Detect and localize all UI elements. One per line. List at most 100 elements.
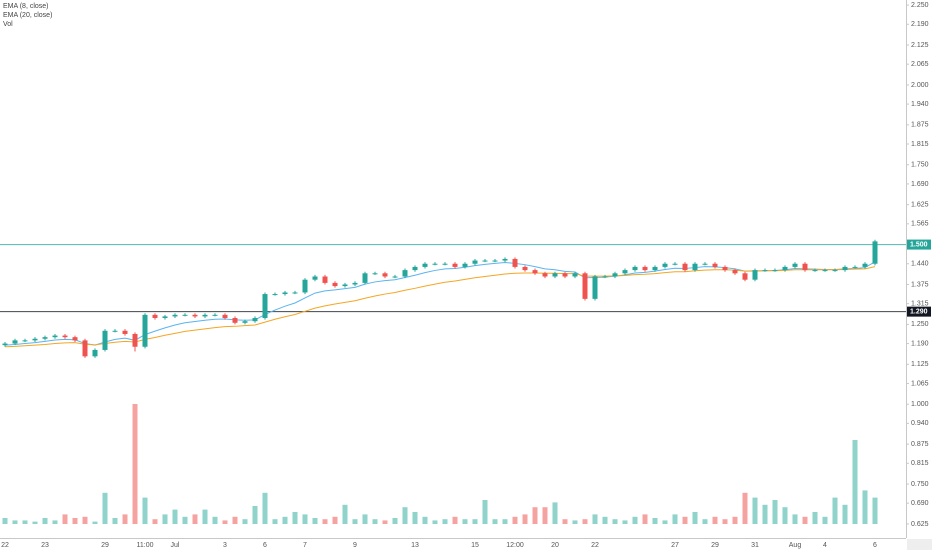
volume-bar [702,519,708,524]
candle-body [582,273,588,299]
volume-bar [482,500,488,524]
y-tick-label: 1.125 [911,361,929,368]
candle-body [2,343,8,346]
candle-body [82,340,88,357]
y-tick-label: 1.875 [911,122,929,129]
volume-bar [362,514,368,524]
volume-bar [392,518,398,524]
candle-body [432,263,438,265]
volume-bar [842,504,848,524]
volume-bar [352,519,358,524]
y-tick-label: 0.690 [911,500,929,507]
volume-bar [182,516,188,524]
candle-body [612,273,618,277]
volume-bar [802,516,808,524]
y-tick-label: 1.000 [911,401,929,408]
candle-body [462,263,468,267]
x-tick-label: 31 [751,542,759,549]
candle-body [12,340,18,344]
volume-bar [292,512,298,524]
volume-bar [152,519,158,524]
candle-body [632,266,638,271]
candle-body [452,263,458,267]
y-tick-label: 0.875 [911,441,929,448]
volume-bar [202,509,208,524]
candle-body [412,266,418,271]
volume-bar [212,516,218,524]
candle-body [22,340,28,342]
x-tick-label: 29 [101,542,109,549]
volume-bar [612,519,618,524]
candle-body [692,263,698,271]
candle-body [92,349,98,357]
price-label: 1.290 [910,308,928,315]
volume-bar [662,520,668,524]
candle-body [372,273,378,275]
volume-bar [312,518,318,524]
candle-body [202,314,208,317]
candle-body [752,270,758,280]
candle-body [592,276,598,299]
candle-body [732,270,738,274]
candle-body [262,294,268,319]
volume-bar [822,516,828,524]
x-tick-label: 15 [471,542,479,549]
volume-bar [832,497,838,524]
candle-body [42,337,48,339]
candle-body [332,282,338,287]
candle-body [32,338,38,341]
y-tick-label: 0.815 [911,460,929,467]
candle-body [312,276,318,280]
y-tick-label: 1.190 [911,340,929,347]
candle-body [842,266,848,271]
y-tick-label: 1.250 [911,321,929,328]
volume-bar [642,514,648,524]
candle-body [402,270,408,277]
volume-bar [122,514,128,524]
volume-bar [32,521,38,524]
volume-bar [512,516,518,524]
volume-bar [142,497,148,524]
candle-body [712,263,718,267]
candle-body [512,258,518,267]
candle-body [492,260,498,262]
volume-bar [522,514,528,524]
y-tick-label: 2.125 [911,42,929,49]
candle-body [352,282,358,285]
candle-body [472,260,478,264]
candle-body [192,314,198,317]
x-tick-label: Aug [789,542,802,549]
candle-body [532,270,538,274]
volume-bar [562,519,568,524]
volume-bar [282,516,288,524]
y-tick-label: 2.250 [911,2,929,9]
candle-body [772,270,778,272]
y-tick-label: 0.940 [911,420,929,427]
volume-bar [102,492,108,524]
candle-body [522,266,528,271]
candle-body [572,273,578,277]
volume-bar [262,492,268,524]
y-tick-label: 1.750 [911,162,929,169]
candle-body [222,314,228,319]
volume-bar [12,520,18,524]
volume-bar [2,518,8,524]
candle-body [292,292,298,294]
y-tick-label: 2.190 [911,21,929,28]
candle-body [152,314,158,319]
y-tick-label: 1.065 [911,380,929,387]
candle-body [62,335,68,338]
volume-bar [222,520,228,524]
volume-bar [682,516,688,524]
candle-body [742,273,748,280]
candle-body [362,273,368,283]
x-tick-label: 7 [303,542,307,549]
volume-bar [862,490,868,524]
y-tick-label: 1.315 [911,300,929,307]
volume-bar [42,518,48,524]
candle-body [272,294,278,296]
candle-body [812,270,818,272]
volume-bar [792,514,798,524]
volume-bar [732,516,738,524]
